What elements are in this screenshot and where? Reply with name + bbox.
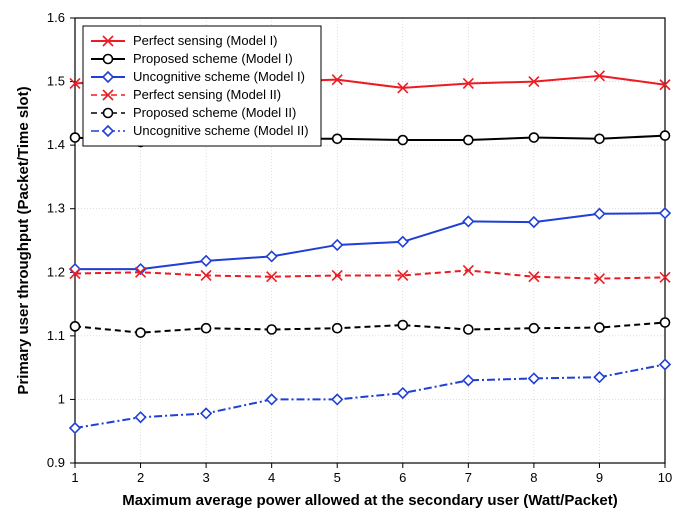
marker-o [71,133,80,142]
ytick-label: 1.4 [47,137,65,152]
ytick-label: 1.1 [47,328,65,343]
marker-o [464,136,473,145]
legend-label: Proposed scheme (Model II) [133,105,296,120]
marker-o [333,324,342,333]
legend-label: Proposed scheme (Model I) [133,51,293,66]
xtick-label: 10 [658,470,672,485]
marker-o [333,134,342,143]
xtick-label: 1 [71,470,78,485]
marker-o [202,324,211,333]
marker-o [464,325,473,334]
marker-o [595,323,604,332]
marker-o [267,325,276,334]
legend-label: Uncognitive scheme (Model II) [133,123,309,138]
xtick-label: 6 [399,470,406,485]
marker-o [71,322,80,331]
marker-o [661,131,670,140]
y-axis-label: Primary user throughput (Packet/Time slo… [15,86,32,394]
marker-o [661,318,670,327]
xtick-label: 2 [137,470,144,485]
throughput-chart: 1 2 3 4 5 6 7 8 9 10 0.9 1 1.1 1.2 1.3 1.4 1.5 1.6 Maximum… [0,0,685,513]
x-axis-label: Maximum average power allowed at the sec… [122,492,617,509]
legend-label: Perfect sensing (Model I) [133,33,278,48]
marker-o [104,109,113,118]
ytick-label: 1.2 [47,264,65,279]
ytick-label: 1.3 [47,201,65,216]
legend-label: Uncognitive scheme (Model I) [133,69,305,84]
marker-o [136,328,145,337]
xtick-label: 5 [334,470,341,485]
marker-o [398,136,407,145]
xtick-label: 4 [268,470,275,485]
xtick-label: 3 [202,470,209,485]
marker-o [595,134,604,143]
xtick-label: 7 [465,470,472,485]
legend-label: Perfect sensing (Model II) [133,87,281,102]
marker-o [104,55,113,64]
marker-o [529,133,538,142]
ytick-label: 1 [58,391,65,406]
ytick-label: 1.6 [47,10,65,25]
legend: Perfect sensing (Model I) Proposed scheme… [83,26,321,146]
marker-o [529,324,538,333]
xtick-label: 9 [596,470,603,485]
ytick-label: 0.9 [47,455,65,470]
ytick-label: 1.5 [47,74,65,89]
xtick-label: 8 [530,470,537,485]
marker-o [398,321,407,330]
